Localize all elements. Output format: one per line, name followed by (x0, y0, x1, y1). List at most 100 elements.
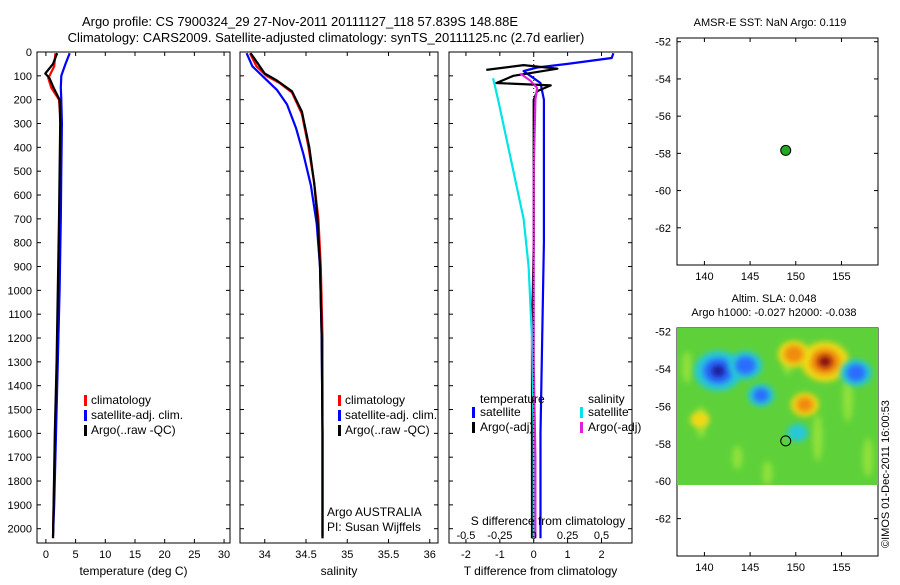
sal-frame (239, 51, 439, 544)
imos-watermark: ©IMOS 01-Dec-2011 16:00:53 (880, 400, 892, 548)
temp-ytick-label: 1900 (8, 500, 32, 512)
diff-xtick-top-label: 0 (531, 530, 537, 542)
temperature-panel: 0100200300400500600700800900100011001200… (8, 47, 231, 578)
sla-map-title-line1: Altim. SLA: 0.048 (732, 293, 817, 305)
sla-anomaly-high (796, 397, 814, 413)
sla-anomaly-low (753, 388, 769, 403)
sal-xlabel: salinity (321, 564, 358, 578)
sla-ytick-label: -60 (655, 476, 671, 488)
sal-legend-swatch (338, 410, 341, 421)
sal-annotation-line2: PI: Susan Wijffels (327, 520, 421, 534)
temp-ytick-label: 900 (14, 262, 32, 274)
sla-xtick-label: 155 (832, 562, 850, 574)
temp-legend-swatch (84, 395, 87, 406)
sst-frame (676, 37, 879, 266)
sla-heatmap (677, 328, 878, 485)
sla-map-title-line2: Argo h1000: -0.027 h2000: -0.038 (691, 307, 856, 319)
temp-legend-label: Argo(..raw -QC) (91, 423, 176, 437)
temp-legend-label: satellite-adj. clim. (91, 408, 183, 422)
sla-anomaly-high (784, 345, 804, 363)
diff-legend-swatch (472, 407, 475, 418)
sla-anomaly-low (787, 423, 809, 442)
temp-ytick-label: 1200 (8, 333, 32, 345)
sst-ytick-label: -60 (655, 186, 671, 198)
sst-xtick-label: 140 (695, 271, 713, 283)
diff-xlabel: T difference from climatology (464, 564, 618, 578)
sal-annotation-line1: Argo AUSTRALIA (327, 505, 422, 519)
sal-legend-label: Argo(..raw -QC) (345, 423, 430, 437)
sla-ytick-label: -56 (655, 401, 671, 413)
sla-texture-streak (842, 375, 853, 423)
sal-xtick-label: 36 (424, 549, 436, 561)
sla-anomaly-low (735, 356, 756, 375)
diff-series-line (492, 77, 535, 539)
temp-xtick-label: 0 (43, 549, 49, 561)
sal-xtick-label: 35.5 (378, 549, 399, 561)
temp-xtick-label: 10 (99, 549, 111, 561)
temp-ytick-label: 1000 (8, 285, 32, 297)
temp-xtick-label: 20 (159, 549, 171, 561)
sla-texture-streak (732, 445, 743, 470)
sla-ytick-label: -62 (655, 514, 671, 526)
diff-legend-label: Argo(-adj) (480, 420, 533, 434)
sst-xtick-label: 150 (787, 271, 805, 283)
difference-panel: -2 -1 0 1 2 T difference from climatology S di… (448, 51, 641, 578)
sla-anomaly-low (711, 364, 726, 377)
figure-title-line2: Climatology: CARS2009. Satellite-adjuste… (68, 30, 585, 45)
diff-xtick-label: 0 (531, 549, 537, 561)
diff-series-line (522, 52, 615, 539)
diff-xtick-top-label: 0.5 (594, 530, 609, 542)
temp-ytick-label: 800 (14, 238, 32, 250)
sla-map-panel: -52 -54 -56 -58 -60 -62 140 145 150 155 (655, 327, 879, 574)
temp-frame (36, 51, 231, 544)
diff-legend-swatch (580, 422, 583, 433)
sst-ytick-label: -54 (655, 74, 671, 86)
diff-xlabel-top: S difference from climatology (471, 514, 626, 528)
temp-ytick-label: 1400 (8, 381, 32, 393)
temp-xtick-label: 30 (218, 549, 230, 561)
temp-xtick-label: 5 (73, 549, 79, 561)
sla-ytick-label: -52 (655, 327, 671, 339)
temp-ytick-label: 1100 (8, 309, 32, 321)
figure-title-line1: Argo profile: CS 7900324_29 27-Nov-2011 … (82, 14, 518, 29)
temp-ytick-label: 100 (14, 71, 32, 83)
temp-ytick-label: 1800 (8, 476, 32, 488)
temp-ytick-label: 300 (14, 119, 32, 131)
sla-xtick-label: 150 (787, 562, 805, 574)
sla-xtick-label: 140 (695, 562, 713, 574)
sst-argo-position-marker (780, 144, 792, 156)
temp-xlabel: temperature (deg C) (79, 564, 187, 578)
sst-ytick-label: -62 (655, 223, 671, 235)
salinity-panel: 34 34.5 35 35.5 36 salinity climatologysatelli… (239, 51, 439, 578)
sal-series-line (249, 52, 324, 539)
diff-legend-title: temperature (480, 392, 545, 406)
temp-legend-swatch (84, 425, 87, 436)
temp-ytick-label: 1500 (8, 405, 32, 417)
temp-legend-swatch (84, 410, 87, 421)
temp-ytick-label: 600 (14, 190, 32, 202)
diff-legend-label: Argo(-adj) (588, 420, 641, 434)
diff-xtick-label: 2 (598, 549, 604, 561)
temp-xtick-label: 15 (129, 549, 141, 561)
sst-ytick-label: -58 (655, 148, 671, 160)
temp-ytick-label: 1300 (8, 357, 32, 369)
diff-series-line (519, 72, 539, 539)
sst-map-panel: -52 -54 -56 -58 -60 -62 140 145 150 155 (655, 37, 879, 283)
diff-xtick-label: 1 (565, 549, 571, 561)
sla-anomaly-high (818, 355, 833, 368)
temp-legend-label: climatology (91, 393, 151, 407)
sla-ytick-label: -54 (655, 364, 671, 376)
temp-ytick-label: 200 (14, 95, 32, 107)
sst-xtick-label: 155 (832, 271, 850, 283)
sal-xtick-label: 34 (259, 549, 271, 561)
sla-ytick-label: -58 (655, 439, 671, 451)
sst-xtick-label: 145 (741, 271, 759, 283)
diff-legend-title: salinity (588, 392, 625, 406)
diff-xtick-label: -2 (461, 549, 471, 561)
temp-ytick-label: 1700 (8, 452, 32, 464)
temp-xtick-label: 25 (188, 549, 200, 561)
temp-series-line (44, 52, 62, 539)
sal-legend-swatch (338, 395, 341, 406)
temp-series-line (51, 52, 71, 536)
